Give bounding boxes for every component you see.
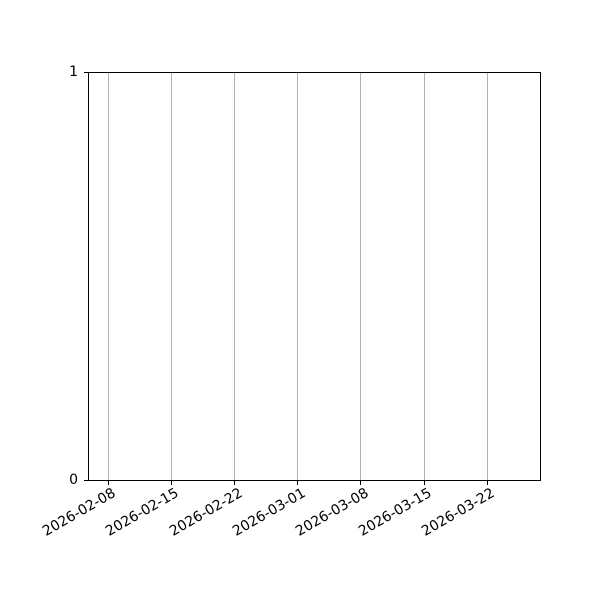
- vertical-gridline: [297, 73, 299, 480]
- y-tick-mark: [84, 479, 88, 481]
- x-tick-mark: [107, 481, 109, 485]
- x-tick-mark: [486, 481, 488, 485]
- vertical-gridline: [423, 73, 425, 480]
- vertical-gridline: [107, 73, 109, 480]
- y-tick-label: 0: [69, 471, 78, 488]
- x-tick-mark: [360, 481, 362, 485]
- x-tick-mark: [234, 481, 236, 485]
- y-tick-mark: [84, 71, 88, 73]
- vertical-gridline: [170, 73, 172, 480]
- vertical-gridline: [360, 73, 362, 480]
- x-tick-mark: [297, 481, 299, 485]
- plot-area: [88, 72, 541, 481]
- vertical-gridline: [234, 73, 236, 480]
- y-tick-label: 1: [69, 63, 78, 80]
- x-tick-mark: [170, 481, 172, 485]
- vertical-gridline: [486, 73, 488, 480]
- x-tick-mark: [423, 481, 425, 485]
